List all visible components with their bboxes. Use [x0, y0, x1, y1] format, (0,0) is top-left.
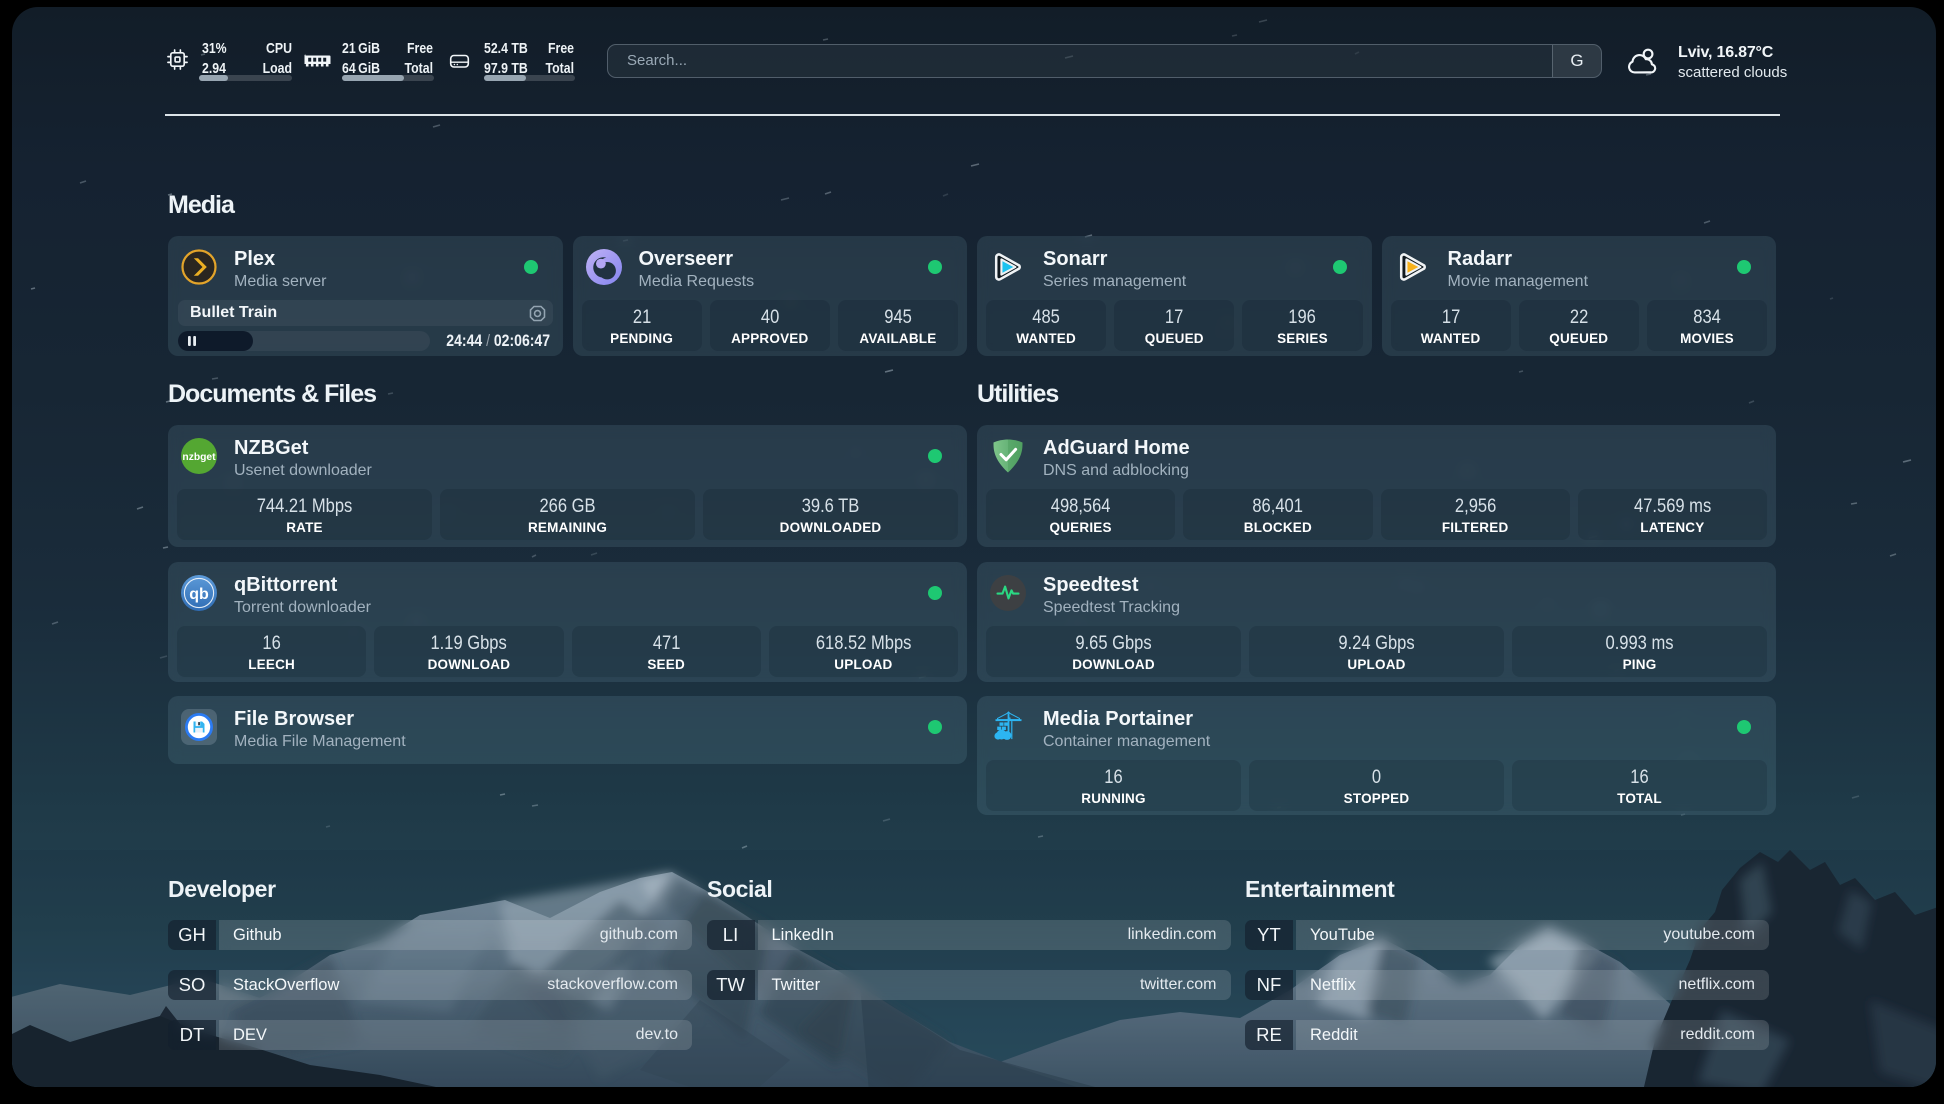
svg-text:qb: qb [189, 586, 209, 603]
svg-text:nzbget: nzbget [182, 452, 216, 463]
